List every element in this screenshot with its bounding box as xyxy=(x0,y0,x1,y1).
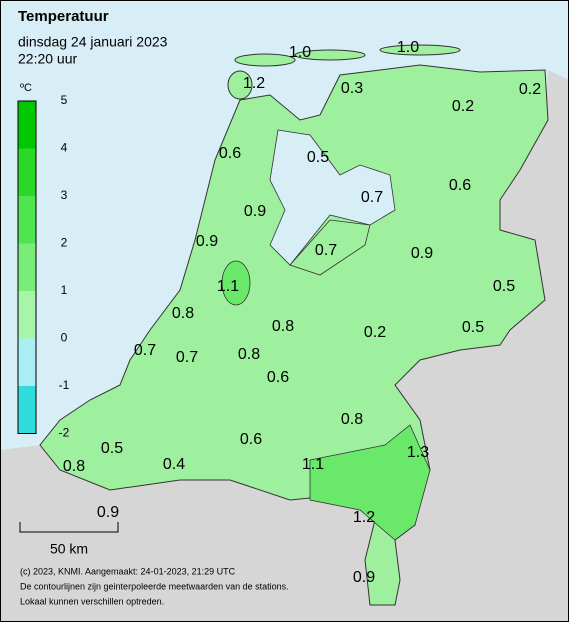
temperature-label: 0.7 xyxy=(176,349,198,366)
temperature-label: 0.5 xyxy=(101,440,123,457)
temperature-label: 0.6 xyxy=(449,177,471,194)
footer-line: De contourlijnen zijn geinterpoleerde me… xyxy=(20,581,289,591)
temperature-label: 1.0 xyxy=(289,44,311,61)
temperature-label: 0.8 xyxy=(272,318,294,335)
temperature-label: 0.8 xyxy=(63,458,85,475)
date: dinsdag 24 januari 2023 xyxy=(18,34,168,50)
legend-tick-label: 4 xyxy=(61,141,68,155)
island xyxy=(379,44,461,56)
time: 22:20 uur xyxy=(18,51,77,67)
legend: ºC 5 4 3 2 1 0 -1 -2 xyxy=(17,82,70,440)
temperature-label: 0.6 xyxy=(267,369,289,386)
legend-unit: ºC xyxy=(20,82,32,94)
footer-line: Lokaal kunnen verschillen optreden. xyxy=(20,596,164,606)
temperature-label: 0.5 xyxy=(307,149,329,166)
temperature-label: 0.9 xyxy=(244,203,266,220)
map-labels: 1.0 1.0 1.2 0.3 0.2 0.2 0.6 0.5 0.7 0.6 0.9 0.9 0.7 0… xyxy=(63,39,541,586)
island xyxy=(294,49,366,61)
legend-swatch xyxy=(18,101,36,149)
title: Temperatuur xyxy=(18,8,109,25)
legend-border xyxy=(17,100,37,434)
temperature-label: 0.7 xyxy=(134,342,156,359)
legend-tick-label: 3 xyxy=(61,188,68,202)
temperature-label: 1.2 xyxy=(243,75,265,92)
legend-tick-label: -2 xyxy=(59,426,70,440)
scale-label: 50 km xyxy=(50,541,88,557)
legend-swatch xyxy=(18,338,36,386)
legend-swatch xyxy=(18,196,36,244)
temperature-label: 0.7 xyxy=(315,242,337,259)
temperature-label: 0.9 xyxy=(353,569,375,586)
legend-swatch xyxy=(18,291,36,339)
temperature-label: 1.1 xyxy=(302,456,324,473)
temperature-label: 0.5 xyxy=(493,278,515,295)
temperature-label: 0.9 xyxy=(97,504,119,521)
temperature-label: 0.9 xyxy=(411,245,433,262)
legend-swatch xyxy=(18,243,36,291)
temperature-label: 0.5 xyxy=(462,319,484,336)
legend-tick-label: -1 xyxy=(59,378,70,392)
scale-bar xyxy=(19,522,119,533)
temperature-label: 1.1 xyxy=(217,278,239,295)
legend-swatch xyxy=(18,386,36,434)
temperature-label: 0.2 xyxy=(364,324,386,341)
legend-tick-label: 1 xyxy=(61,283,68,297)
legend-swatch xyxy=(18,148,36,196)
temperature-label: 0.6 xyxy=(219,145,241,162)
temperature-label: 0.8 xyxy=(172,305,194,322)
temperature-label: 0.7 xyxy=(361,189,383,206)
temperature-label: 0.4 xyxy=(163,456,185,473)
temperature-label: 0.9 xyxy=(196,233,218,250)
temperature-label: 0.6 xyxy=(240,431,262,448)
island xyxy=(227,70,253,100)
temperature-label: 1.2 xyxy=(353,509,375,526)
island xyxy=(234,53,296,67)
temperature-label: 0.2 xyxy=(452,98,474,115)
warm-zone xyxy=(309,424,431,541)
warm-zone xyxy=(221,260,251,306)
temperature-label: 1.0 xyxy=(397,39,419,56)
legend-tick-label: 2 xyxy=(61,236,68,250)
temperature-label: 0.2 xyxy=(519,81,541,98)
temperature-label: 0.8 xyxy=(238,346,260,363)
flevoland xyxy=(289,219,371,276)
temperature-label: 0.3 xyxy=(341,80,363,97)
temperature-label: 1.3 xyxy=(407,444,429,461)
legend-tick-label: 0 xyxy=(61,331,68,345)
temperature-label: 0.8 xyxy=(341,411,363,428)
legend-tick-label: 5 xyxy=(61,93,68,107)
footer-line: (c) 2023, KNMI. Aangemaakt: 24-01-2023, … xyxy=(20,566,236,576)
